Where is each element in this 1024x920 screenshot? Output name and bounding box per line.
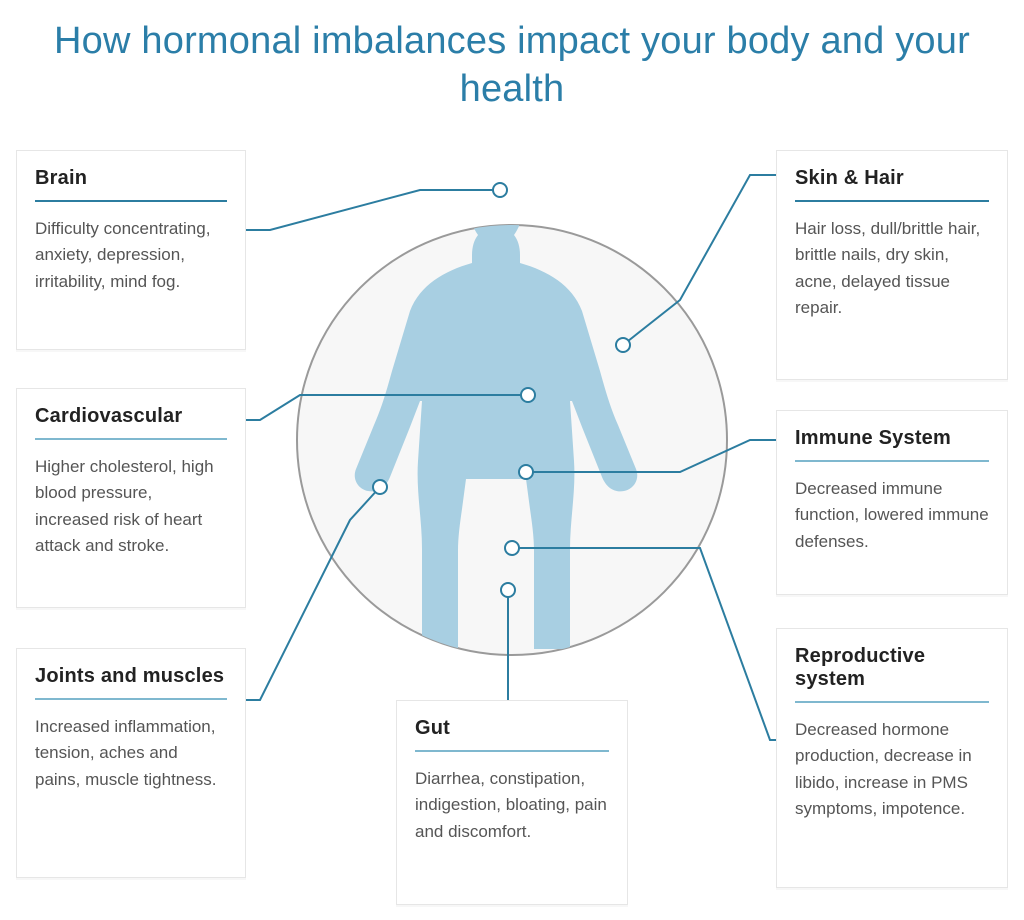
- card-cardiovascular: Cardiovascular Higher cholesterol, high …: [16, 388, 246, 608]
- card-gut-heading: Gut: [415, 717, 609, 740]
- card-immune: Immune System Decreased immune function,…: [776, 410, 1008, 595]
- card-skin-hair: Skin & Hair Hair loss, dull/brittle hair…: [776, 150, 1008, 380]
- card-joints-text: Increased inflammation, tension, aches a…: [35, 714, 227, 793]
- card-cardiovascular-text: Higher cholesterol, high blood pressure,…: [35, 454, 227, 559]
- card-immune-text: Decreased immune function, lowered immun…: [795, 476, 989, 555]
- card-gut: Gut Diarrhea, constipation, indigestion,…: [396, 700, 628, 905]
- leader-dot: [616, 338, 630, 352]
- card-joints-heading: Joints and muscles: [35, 665, 227, 688]
- card-reproductive-heading: Reproductive system: [795, 645, 989, 691]
- card-gut-text: Diarrhea, constipation, indigestion, blo…: [415, 766, 609, 845]
- card-gut-rule: [415, 750, 609, 752]
- card-skin-hair-heading: Skin & Hair: [795, 167, 989, 190]
- leader-dot: [373, 480, 387, 494]
- card-cardiovascular-heading: Cardiovascular: [35, 405, 227, 428]
- card-skin-hair-text: Hair loss, dull/brittle hair, brittle na…: [795, 216, 989, 321]
- card-immune-rule: [795, 460, 989, 462]
- leader-dot: [501, 583, 515, 597]
- card-immune-heading: Immune System: [795, 427, 989, 450]
- card-skin-hair-rule: [795, 200, 989, 202]
- card-brain-rule: [35, 200, 227, 202]
- card-cardiovascular-rule: [35, 438, 227, 440]
- leader-lines: [246, 175, 776, 740]
- leader-dots: [373, 183, 630, 597]
- card-brain-text: Difficulty concentrating, anxiety, depre…: [35, 216, 227, 295]
- body-circle: [297, 225, 727, 655]
- page-title: How hormonal imbalances impact your body…: [0, 18, 1024, 113]
- leader-dot: [493, 183, 507, 197]
- card-joints-rule: [35, 698, 227, 700]
- card-brain: Brain Difficulty concentrating, anxiety,…: [16, 150, 246, 350]
- leader-dot: [505, 541, 519, 555]
- card-reproductive: Reproductive system Decreased hormone pr…: [776, 628, 1008, 888]
- card-joints: Joints and muscles Increased inflammatio…: [16, 648, 246, 878]
- body-silhouette-icon: [355, 178, 638, 649]
- card-reproductive-text: Decreased hormone production, decrease i…: [795, 717, 989, 822]
- leader-dot: [521, 388, 535, 402]
- leader-dot: [519, 465, 533, 479]
- card-reproductive-rule: [795, 701, 989, 703]
- infographic-stage: How hormonal imbalances impact your body…: [0, 0, 1024, 920]
- card-brain-heading: Brain: [35, 167, 227, 190]
